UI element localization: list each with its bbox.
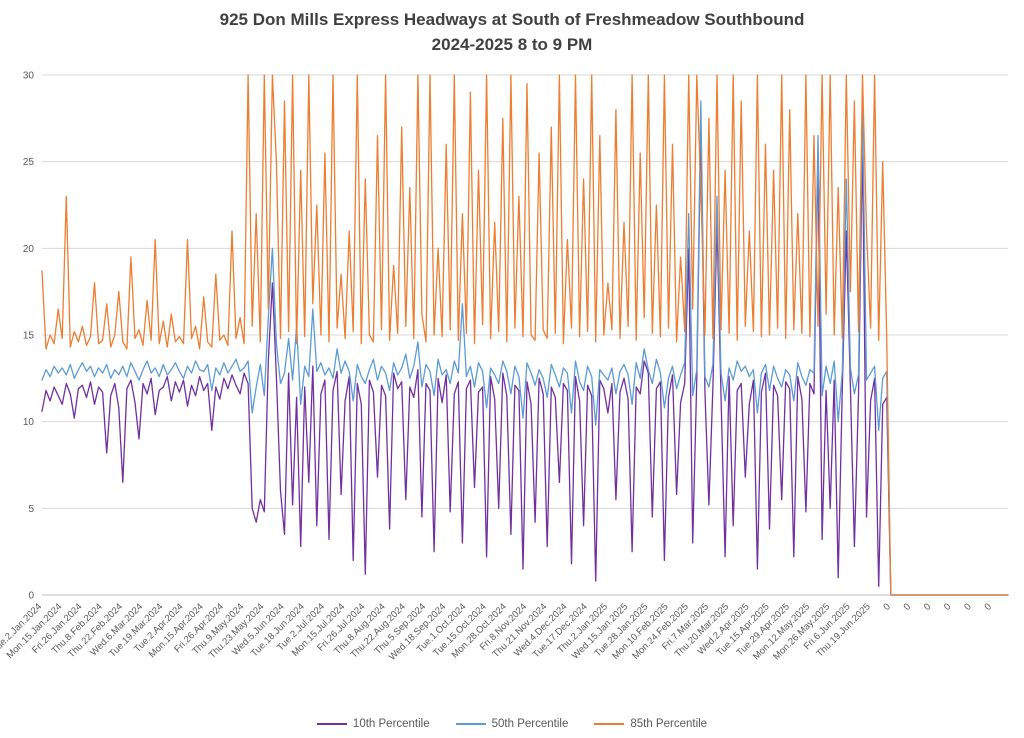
x-axis-tick-label: 0 bbox=[982, 601, 994, 613]
chart-legend: 10th Percentile 50th Percentile 85th Per… bbox=[0, 718, 1024, 730]
legend-item-10th-percentile: 10th Percentile bbox=[316, 718, 430, 730]
series-line-85th-percentile bbox=[41, 74, 1009, 596]
legend-item-50th-percentile: 50th Percentile bbox=[455, 718, 569, 730]
series-line-10th-percentile bbox=[41, 126, 1009, 596]
y-axis-tick-label: 20 bbox=[23, 244, 35, 255]
legend-label: 85th Percentile bbox=[630, 718, 708, 730]
legend-label: 10th Percentile bbox=[352, 718, 430, 730]
line-swatch-icon bbox=[594, 723, 625, 725]
y-axis-tick-label: 15 bbox=[23, 331, 35, 342]
y-axis-tick-label: 0 bbox=[28, 591, 34, 602]
chart-title-line2: 2024-2025 8 to 9 PM bbox=[431, 34, 593, 54]
y-axis-tick-label: 25 bbox=[23, 157, 35, 168]
x-axis-tick-label: 0 bbox=[881, 601, 893, 613]
line-swatch-icon bbox=[316, 723, 347, 725]
chart-title: 925 Don Mills Express Headways at South … bbox=[0, 8, 1024, 57]
chart-title-line1: 925 Don Mills Express Headways at South … bbox=[219, 10, 805, 29]
legend-label: 50th Percentile bbox=[491, 718, 569, 730]
x-axis-tick-label: 0 bbox=[922, 601, 934, 613]
legend-item-85th-percentile: 85th Percentile bbox=[594, 718, 707, 730]
line-swatch-icon bbox=[455, 723, 486, 725]
x-axis-tick-label: 0 bbox=[942, 601, 954, 613]
y-axis-tick-label: 30 bbox=[23, 71, 35, 82]
series-line-50th-percentile bbox=[41, 100, 1009, 596]
x-axis-tick-label: 0 bbox=[962, 601, 974, 613]
x-axis-tick-label: 0 bbox=[902, 601, 914, 613]
y-axis-tick-label: 10 bbox=[23, 417, 35, 428]
y-axis-tick-label: 5 bbox=[28, 504, 34, 515]
